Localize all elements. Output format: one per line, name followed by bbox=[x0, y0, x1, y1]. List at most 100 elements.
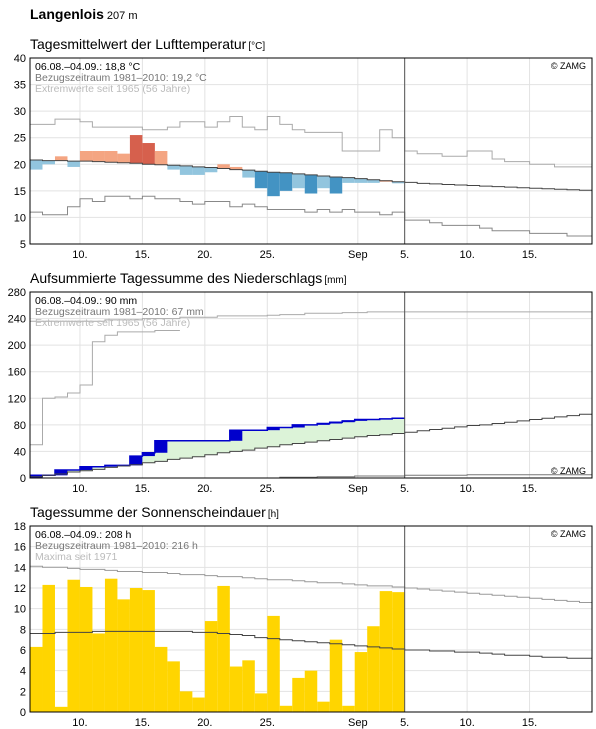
sun-x-tick-label: 20. bbox=[197, 717, 212, 729]
precip-x-tick-label: 5. bbox=[400, 483, 409, 495]
temp-bar bbox=[217, 164, 230, 169]
temp-bar bbox=[279, 172, 293, 191]
sun-info-line: Maxima seit 1971 bbox=[35, 551, 117, 563]
sun-bar bbox=[92, 633, 105, 712]
sun-bar bbox=[304, 670, 318, 712]
precip-y-tick-label: 240 bbox=[8, 314, 26, 326]
precip-increment bbox=[129, 456, 143, 466]
sun-bar bbox=[217, 585, 230, 712]
temp-y-tick-label: 10 bbox=[14, 212, 26, 224]
sun-bar bbox=[192, 697, 205, 712]
sun-bar bbox=[279, 705, 293, 712]
temp-bar bbox=[267, 172, 280, 197]
sun-y-tick-label: 18 bbox=[14, 521, 26, 533]
sun-bar bbox=[367, 626, 380, 712]
precip-y-tick-label: 120 bbox=[8, 393, 26, 405]
precip-y-tick-label: 40 bbox=[14, 446, 26, 458]
sun-y-tick-label: 16 bbox=[14, 542, 26, 554]
sun-bar bbox=[292, 677, 305, 712]
sun-bar bbox=[79, 586, 93, 712]
precip-max-line bbox=[30, 330, 180, 446]
temp-copyright: © ZAMG bbox=[551, 61, 586, 71]
precip-x-tick-label: 15. bbox=[135, 483, 150, 495]
temp-y-tick-label: 20 bbox=[14, 159, 26, 171]
sun-y-tick-label: 14 bbox=[14, 562, 26, 574]
temp-info-line: Extremwerte seit 1965 (56 Jahre) bbox=[35, 83, 190, 95]
temp-y-tick-label: 15 bbox=[14, 186, 26, 198]
temp-bar bbox=[129, 135, 143, 164]
temp-bar bbox=[192, 166, 205, 175]
temp-bar bbox=[317, 175, 330, 189]
precip-title-text: Aufsummierte Tagessumme des Niederschlag… bbox=[30, 270, 323, 286]
temp-bar bbox=[154, 151, 168, 165]
sun-bar bbox=[104, 578, 118, 712]
temp-x-tick-label: 10. bbox=[72, 249, 87, 261]
precip-y-tick-label: 160 bbox=[8, 367, 26, 379]
precip-y-tick-label: 280 bbox=[8, 287, 26, 299]
sun-bar bbox=[354, 652, 368, 712]
precip-upper-line bbox=[30, 311, 592, 322]
sun-bar bbox=[204, 621, 218, 712]
temp-frame bbox=[29, 57, 593, 245]
sun-bar bbox=[117, 599, 130, 712]
page-header: Langenlois 207 m bbox=[30, 6, 137, 22]
temp-chart: 5 10 15 20 25 30 35 40 10. 15. 20. 25. Sep 5. 10. 15. 06… bbox=[14, 53, 593, 261]
sun-bar bbox=[167, 661, 180, 712]
precip-unit: [mm] bbox=[324, 275, 347, 286]
temp-x-tick-label: 10. bbox=[459, 249, 474, 261]
precip-x-tick-label: 10. bbox=[459, 483, 474, 495]
temp-bar bbox=[67, 161, 80, 167]
temp-x-tick-label: 25. bbox=[260, 249, 275, 261]
temp-min-line bbox=[30, 195, 592, 237]
precip-plot-area bbox=[30, 292, 592, 478]
temp-info-line: 06.08.–04.09.: 18,8 °C bbox=[35, 61, 141, 73]
precip-chart: 0 40 80 120 160 200 240 280 10. 15. 20. 25. Sep 5. 10.… bbox=[8, 287, 593, 495]
precip-increment bbox=[292, 424, 305, 428]
precip-info-line: Extremwerte seit 1965 (56 Jahre) bbox=[35, 317, 190, 329]
sun-x-tick-label: 15. bbox=[135, 717, 150, 729]
precip-x-tick-label: 25. bbox=[260, 483, 275, 495]
precip-x-tick-label: Sep bbox=[348, 483, 368, 495]
sun-frame bbox=[29, 525, 593, 713]
precip-increment bbox=[229, 430, 243, 441]
temp-x-tick-label: Sep bbox=[348, 249, 368, 261]
temp-bar bbox=[329, 177, 343, 194]
precip-info-line: 06.08.–04.09.: 90 mm bbox=[35, 295, 137, 307]
sun-x-tick-label: 5. bbox=[400, 717, 409, 729]
temp-bar bbox=[292, 173, 305, 189]
precip-normal-line bbox=[30, 413, 592, 478]
precip-x-tick-label: 10. bbox=[72, 483, 87, 495]
temp-bar bbox=[392, 181, 405, 184]
temp-plot-area bbox=[30, 58, 592, 244]
precip-increment bbox=[154, 440, 168, 453]
sun-bar bbox=[142, 590, 155, 712]
temp-bar bbox=[30, 160, 43, 170]
temp-x-tick-label: 20. bbox=[197, 249, 212, 261]
sun-x-tick-label: 25. bbox=[260, 717, 275, 729]
precip-increment bbox=[267, 427, 280, 431]
temp-bar bbox=[54, 156, 68, 161]
sun-x-tick-label: 10. bbox=[72, 717, 87, 729]
sun-bar bbox=[179, 691, 193, 712]
station-name: Langenlois bbox=[30, 6, 104, 22]
temp-bar bbox=[92, 151, 105, 162]
station-elevation: 207 m bbox=[106, 10, 138, 22]
sun-bar bbox=[254, 693, 268, 712]
sun-y-tick-label: 8 bbox=[20, 624, 26, 636]
precip-y-tick-label: 0 bbox=[20, 473, 26, 485]
temp-bar bbox=[142, 143, 155, 165]
sun-title: Tagessumme der Sonnenscheindauer [h] bbox=[30, 504, 279, 520]
temp-bar bbox=[204, 167, 218, 173]
precip-title: Aufsummierte Tagessumme des Niederschlag… bbox=[30, 270, 347, 286]
sun-copyright: © ZAMG bbox=[551, 529, 586, 539]
precip-info-line: Bezugszeitraum 1981–2010: 67 mm bbox=[35, 306, 204, 318]
sun-info-line: Bezugszeitraum 1981–2010: 216 h bbox=[35, 540, 198, 552]
sun-unit: [h] bbox=[267, 509, 279, 520]
sun-normal-line bbox=[30, 630, 592, 659]
temp-bar bbox=[229, 166, 243, 170]
sun-y-tick-label: 6 bbox=[20, 645, 26, 657]
temp-info-line: Bezugszeitraum 1981–2010: 19,2 °C bbox=[35, 72, 207, 84]
temp-x-tick-label: 15. bbox=[522, 249, 537, 261]
precip-y-tick-label: 200 bbox=[8, 340, 26, 352]
